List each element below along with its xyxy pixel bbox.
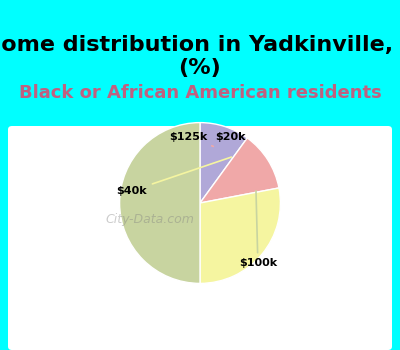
Text: City-Data.com: City-Data.com (105, 212, 194, 226)
Text: $125k: $125k (169, 132, 213, 146)
Text: $20k: $20k (208, 132, 246, 145)
Text: Black or African American residents: Black or African American residents (19, 84, 381, 102)
Text: $100k: $100k (239, 191, 277, 268)
Text: Income distribution in Yadkinville, NC
(%): Income distribution in Yadkinville, NC (… (0, 35, 400, 78)
Text: $40k: $40k (116, 157, 231, 196)
Wedge shape (200, 138, 279, 203)
Wedge shape (200, 122, 247, 203)
Wedge shape (120, 122, 200, 284)
Wedge shape (200, 188, 280, 284)
